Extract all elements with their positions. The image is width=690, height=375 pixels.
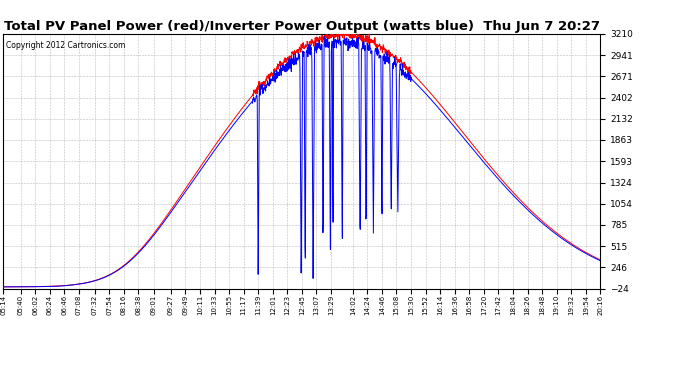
Title: Total PV Panel Power (red)/Inverter Power Output (watts blue)  Thu Jun 7 20:27: Total PV Panel Power (red)/Inverter Powe… <box>4 20 600 33</box>
Text: Copyright 2012 Cartronics.com: Copyright 2012 Cartronics.com <box>6 41 126 50</box>
